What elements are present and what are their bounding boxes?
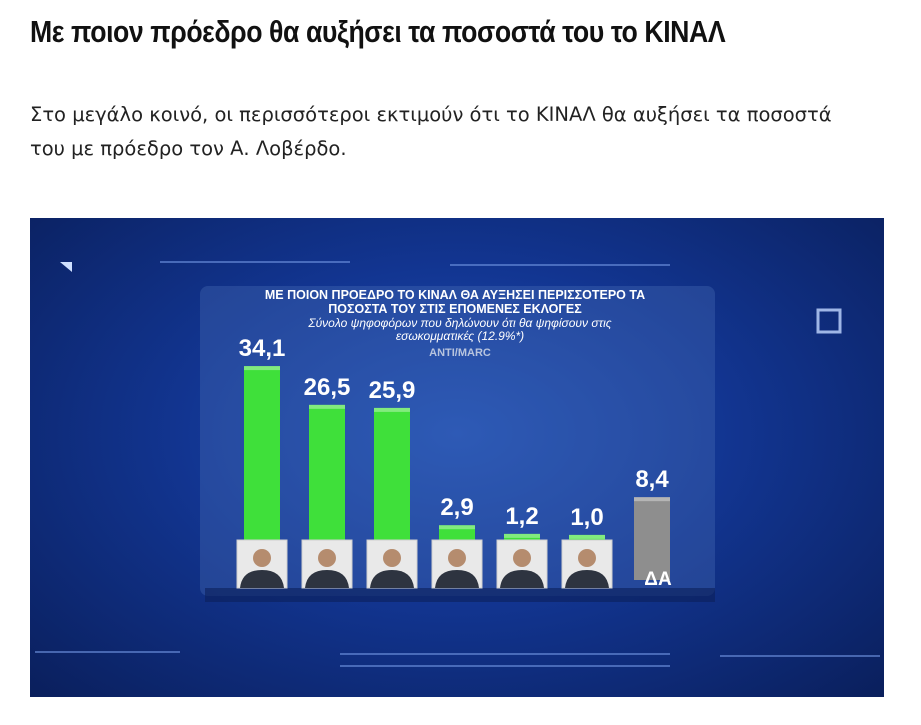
bar [309,404,345,540]
bar [634,497,670,580]
bar-highlight [439,525,475,530]
chart-image: 34,1 26,5 25,9 2,9 1,2 1,0 8,4 ΔΑ ΜΕ ΠΟΙΟΝ ΠΡΟΕ… [30,218,884,697]
chart-source: ANTI/MARC [429,347,491,359]
photo-head [578,549,596,567]
bar [244,366,280,540]
photo-body [240,570,284,588]
decor-lines [35,261,880,667]
photo-head [253,549,271,567]
candidate-photo [366,539,418,589]
candidate-photo [301,539,353,589]
bar [374,407,410,540]
candidate-photo [236,539,288,589]
chart: 34,1 26,5 25,9 2,9 1,2 1,0 8,4 ΔΑ [35,261,880,667]
bar [504,533,540,540]
decor-square [816,308,842,334]
photo-body [435,570,479,588]
bar-highlight [309,404,345,409]
article-title: Με ποιον πρόεδρο θα αυξήσει τα ποσοστά τ… [30,14,726,49]
bar-highlight [569,534,605,539]
bar-highlight [504,533,540,538]
photo-head [513,549,531,567]
value-label: 1,2 [505,503,538,530]
bar-highlight [374,407,410,412]
chart-floor [205,588,715,602]
value-label: 2,9 [440,494,473,521]
bar-highlight [244,366,280,371]
value-label: 34,1 [239,335,286,362]
candidate-photo [496,539,548,589]
article-paragraph: Στο μεγάλο κοινό, οι περισσότεροι εκτιμο… [30,103,832,160]
value-label: 1,0 [570,504,603,531]
bar-highlight [634,497,670,502]
photo-head [383,549,401,567]
photo-body [500,570,544,588]
decor-triangle [60,262,72,272]
value-label: 25,9 [369,377,416,404]
candidate-photo [561,539,613,589]
photo-body [370,570,414,588]
chart-subtitle: Σύνολο ψηφοφόρων που δηλώνουν ότι θα ψηφ… [308,316,612,343]
candidate-photo [431,539,483,589]
photo-body [565,570,609,588]
chart-title: ΜΕ ΠΟΙΟΝ ΠΡΟΕΔΡΟ ΤΟ ΚΙΝΑΛ ΘΑ ΑΥΞΗΣΕΙ ΠΕΡ… [264,288,646,316]
value-label: 26,5 [304,374,351,401]
photo-body [305,570,349,588]
bar [439,525,475,540]
category-label: ΔΑ [644,569,672,590]
bar [569,534,605,540]
value-label: 8,4 [635,466,669,493]
photo-head [318,549,336,567]
photo-head [448,549,466,567]
